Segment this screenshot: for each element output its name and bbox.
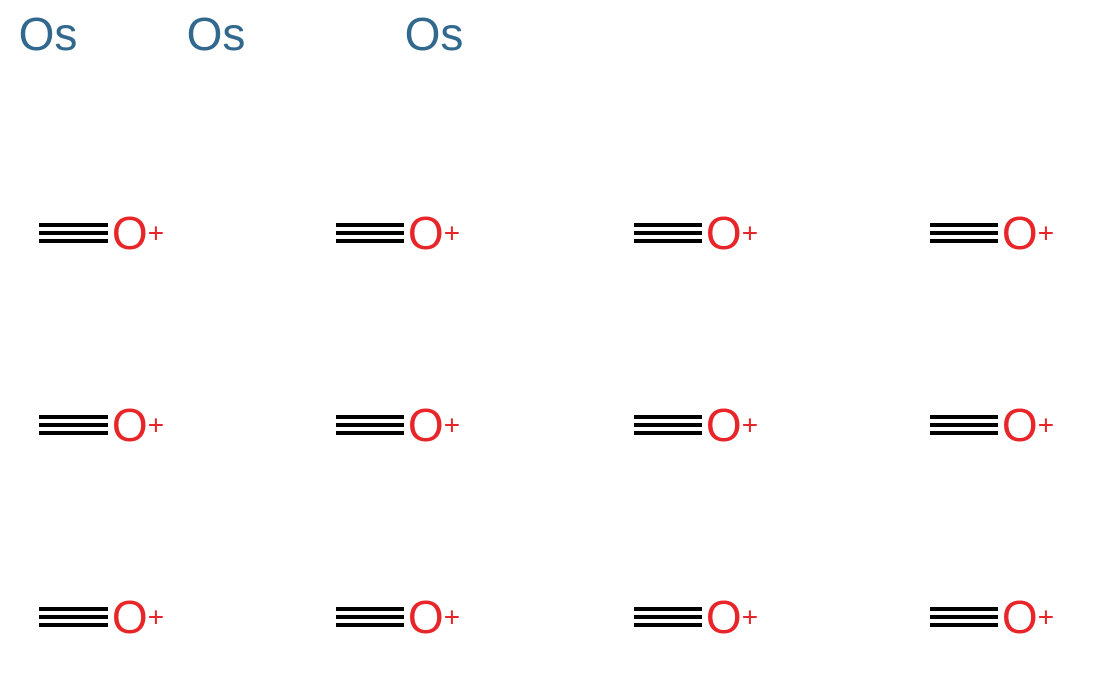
atom-symbol: O (112, 591, 148, 643)
bond-line (336, 431, 404, 435)
atom-oxygen-cation: O+ (1002, 402, 1054, 448)
bond-line (336, 623, 404, 627)
bond-line (930, 239, 998, 243)
bond-line (39, 231, 108, 235)
bond-line (336, 239, 404, 243)
bond-line (39, 615, 108, 619)
bond-line (39, 431, 108, 435)
atom-oxygen-cation: O+ (706, 210, 758, 256)
atom-charge: + (444, 602, 460, 633)
atom-oxygen-cation: O+ (408, 402, 460, 448)
atom-oxygen-cation: O+ (1002, 210, 1054, 256)
atom-oxygen-cation: O+ (408, 594, 460, 640)
atom-charge: + (1038, 602, 1054, 633)
atom-charge: + (1038, 218, 1054, 249)
atom-charge: + (742, 602, 758, 633)
bond-line (930, 223, 998, 227)
atom-charge: + (148, 218, 164, 249)
atom-osmium: Os (19, 11, 78, 57)
bond-line (336, 231, 404, 235)
bond-line (930, 231, 998, 235)
atom-charge: + (148, 602, 164, 633)
atom-charge: + (1038, 410, 1054, 441)
bond-line (336, 223, 404, 227)
atom-charge: + (742, 218, 758, 249)
bond-line (336, 415, 404, 419)
atom-osmium: Os (187, 11, 246, 57)
bond-line (634, 431, 702, 435)
atom-oxygen-cation: O+ (408, 210, 460, 256)
bond-line (634, 423, 702, 427)
atom-charge: + (148, 410, 164, 441)
atom-symbol: O (408, 591, 444, 643)
atom-symbol: O (706, 591, 742, 643)
atom-symbol: O (1002, 399, 1038, 451)
bond-line (930, 623, 998, 627)
atom-symbol: O (706, 399, 742, 451)
bond-line (634, 615, 702, 619)
atom-symbol: O (112, 399, 148, 451)
atom-oxygen-cation: O+ (112, 210, 164, 256)
bond-line (634, 223, 702, 227)
atom-symbol: O (112, 207, 148, 259)
bond-line (634, 623, 702, 627)
atom-symbol: O (408, 207, 444, 259)
atom-symbol: O (1002, 207, 1038, 259)
atom-symbol: Os (405, 8, 464, 60)
bond-line (930, 615, 998, 619)
bond-line (634, 239, 702, 243)
atom-charge: + (742, 410, 758, 441)
atom-symbol: Os (19, 8, 78, 60)
bond-line (634, 607, 702, 611)
bond-line (336, 423, 404, 427)
bond-line (930, 415, 998, 419)
bond-line (930, 431, 998, 435)
bond-line (39, 239, 108, 243)
atom-oxygen-cation: O+ (706, 594, 758, 640)
atom-symbol: O (408, 399, 444, 451)
bond-line (634, 415, 702, 419)
atom-oxygen-cation: O+ (1002, 594, 1054, 640)
bond-line (930, 607, 998, 611)
molecule-canvas: OsOsOsO+O+O+O+O+O+O+O+O+O+O+O+ (0, 0, 1102, 677)
bond-line (634, 231, 702, 235)
atom-charge: + (444, 218, 460, 249)
atom-charge: + (444, 410, 460, 441)
bond-line (39, 623, 108, 627)
atom-symbol: O (1002, 591, 1038, 643)
bond-line (39, 423, 108, 427)
atom-oxygen-cation: O+ (706, 402, 758, 448)
bond-line (39, 223, 108, 227)
atom-oxygen-cation: O+ (112, 594, 164, 640)
atom-symbol: O (706, 207, 742, 259)
bond-line (39, 415, 108, 419)
atom-symbol: Os (187, 8, 246, 60)
bond-line (930, 423, 998, 427)
bond-line (336, 607, 404, 611)
bond-line (39, 607, 108, 611)
bond-line (336, 615, 404, 619)
atom-osmium: Os (405, 11, 464, 57)
atom-oxygen-cation: O+ (112, 402, 164, 448)
